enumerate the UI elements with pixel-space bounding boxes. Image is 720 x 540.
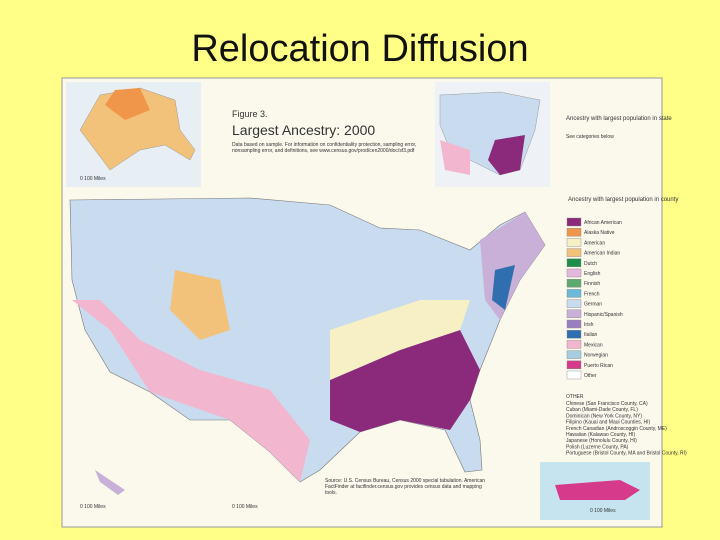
legend-swatch: [566, 227, 582, 237]
alaska: [79, 87, 196, 171]
italian-region: [492, 265, 515, 310]
other-note: Cuban (Miami-Dade County, FL): [566, 407, 638, 413]
scale-label: 0 100 Miles: [80, 504, 106, 510]
other-note: Hawaiian (Kalawao County, HI): [566, 432, 635, 438]
legend-label: Dutch: [584, 261, 597, 267]
scale-label: 0 100 Miles: [590, 508, 616, 514]
other-note: Polish (Luzerne County, PA): [566, 444, 629, 450]
map-note-box: Data based on sample. For information on…: [232, 142, 417, 154]
legend-label: Finnish: [584, 281, 600, 287]
legend-swatch: [566, 340, 582, 349]
other-title: OTHER: [566, 394, 584, 400]
legend-label: Irish: [584, 322, 594, 328]
map-note: Data based on sample. For information on…: [232, 142, 417, 154]
legend-swatch: [566, 309, 582, 318]
state-legend-title: Ancestry with largest population in stat…: [566, 116, 672, 122]
other-note: Japanese (Honolulu County, HI): [566, 438, 637, 444]
figure-label: Figure 3.: [232, 109, 268, 119]
state-inset-south: [488, 135, 525, 175]
legend-swatch: [566, 217, 582, 227]
source-box: Source: U.S. Census Bureau, Census 2000 …: [325, 478, 486, 496]
state-inset-southwest: [440, 140, 470, 175]
legend-label: Other: [584, 373, 597, 379]
legend-swatch: [566, 330, 582, 339]
map-title: Largest Ancestry: 2000: [232, 122, 375, 138]
other-note: Chinese (San Francisco County, CA): [566, 401, 648, 407]
legend-swatch: [566, 258, 582, 267]
legend-label: Italian: [584, 332, 598, 338]
legend-label: English: [584, 271, 601, 277]
puerto-rico: [555, 480, 640, 500]
other-note: Filipino (Kauai and Maui Counties, HI): [566, 420, 651, 426]
legend-label: German: [584, 302, 602, 308]
legend-label: Hispanic/Spanish: [584, 312, 623, 318]
legend-swatch: [566, 279, 582, 288]
legend-label: African American: [584, 220, 622, 226]
other-note: Dominican (New York County, NY): [566, 413, 642, 419]
county-legend-title: Ancestry with largest population in coun…: [568, 197, 678, 203]
legend-swatch: [566, 319, 582, 329]
alaska-region: [105, 88, 150, 120]
legend-swatch: [566, 350, 582, 359]
state-legend-subtitle: See categories below: [566, 134, 614, 140]
southeast-region: [330, 330, 480, 432]
legend-swatch: [566, 299, 582, 308]
legend-swatch: [566, 238, 582, 247]
legend-swatch: [566, 370, 582, 380]
legend-swatch: [566, 248, 582, 257]
legend-label: Mexican: [584, 342, 603, 348]
southwest-region: [72, 300, 310, 482]
legend-label: Alaska Native: [584, 230, 615, 236]
source: Source: U.S. Census Bureau, Census 2000 …: [325, 478, 486, 496]
legend-label: Puerto Rican: [584, 363, 613, 369]
southwest-indian-region: [170, 270, 230, 340]
legend-swatch: [566, 360, 582, 369]
legend-swatch: [566, 268, 582, 278]
legend-swatch: [566, 289, 582, 298]
other-note: Portuguese (Bristol County, MA and Brist…: [566, 451, 687, 457]
hawaii: [95, 470, 125, 495]
scale-label: 0 100 Miles: [232, 504, 258, 510]
legend-label: American: [584, 240, 605, 246]
slide-title: Relocation Diffusion: [191, 28, 529, 70]
legend-label: American Indian: [584, 251, 620, 257]
legend-label: Norwegian: [584, 353, 608, 359]
upland-south-region: [330, 300, 470, 380]
scale-label: 0 100 Miles: [80, 176, 106, 182]
other-note: French Canadian (Androscoggin County, ME…: [566, 426, 667, 432]
legend-label: French: [584, 291, 600, 297]
